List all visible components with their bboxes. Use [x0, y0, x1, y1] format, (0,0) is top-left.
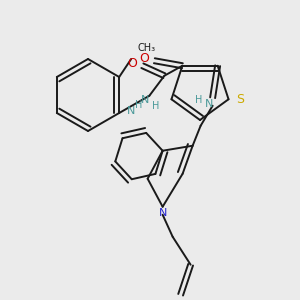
Text: H: H [152, 101, 159, 111]
Text: H: H [195, 95, 202, 105]
Text: H: H [135, 100, 142, 110]
Text: O: O [140, 52, 149, 65]
Text: N: N [158, 208, 167, 218]
Text: N: N [204, 99, 213, 109]
Text: O: O [128, 57, 137, 70]
Text: N: N [141, 95, 150, 105]
Text: CH₃: CH₃ [137, 43, 155, 53]
Text: N: N [127, 106, 136, 116]
Text: S: S [236, 93, 244, 106]
